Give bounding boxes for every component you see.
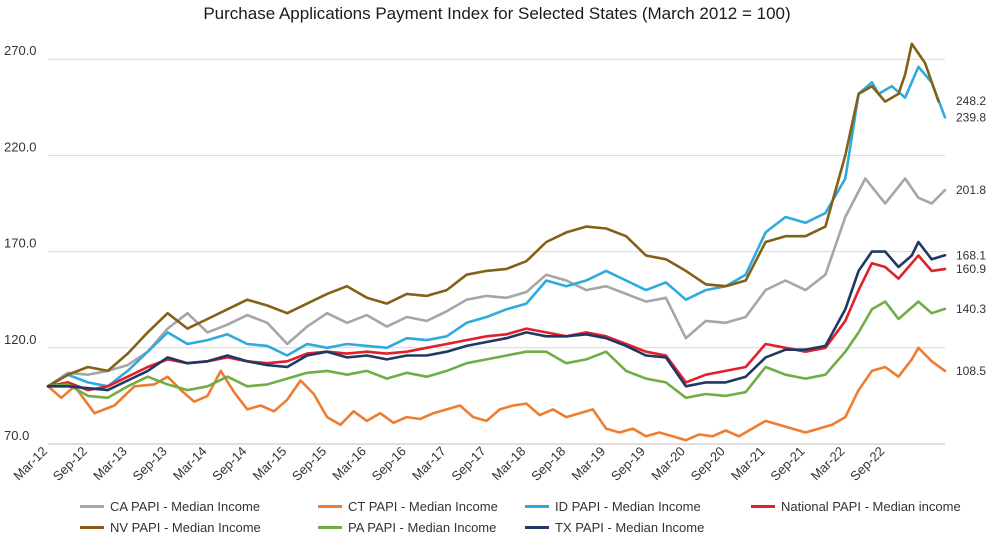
x-tick-label: Sep-17	[448, 444, 488, 484]
legend-label: PA PAPI - Median Income	[348, 520, 497, 535]
legend-label: NV PAPI - Median Income	[110, 520, 261, 535]
legend-label: ID PAPI - Median Income	[555, 499, 701, 514]
series-line-3	[46, 254, 947, 392]
x-tick-label: Sep-14	[209, 444, 249, 484]
y-tick-label: 70.0	[4, 428, 29, 443]
y-tick-label: 170.0	[4, 236, 37, 251]
end-value-label: 160.9	[956, 262, 986, 276]
legend-label: TX PAPI - Median Income	[555, 520, 705, 535]
x-tick-label: Mar-12	[10, 444, 50, 484]
y-tick-label: 120.0	[4, 332, 37, 347]
legend-label: CT PAPI - Median Income	[348, 499, 498, 514]
legend-item: CT PAPI - Median Income	[318, 499, 525, 514]
legend-item: ID PAPI - Median Income	[525, 499, 751, 514]
legend-item: PA PAPI - Median Income	[318, 520, 525, 535]
end-value-label: 140.3	[956, 302, 986, 316]
x-tick-label: Sep-16	[369, 444, 409, 484]
x-tick-label: Sep-12	[50, 444, 90, 484]
x-tick-label: Mar-22	[808, 444, 848, 484]
legend-item: TX PAPI - Median Income	[525, 520, 751, 535]
x-tick-label: Mar-16	[329, 444, 369, 484]
x-tick-label: Mar-18	[489, 444, 529, 484]
x-axis-ticks: Mar-12 Sep-12 Mar-13 Sep-13 Mar-14 Sep-14 Mar-…	[10, 444, 887, 484]
legend: CA PAPI - Median Income CT PAPI - Median …	[80, 499, 961, 535]
legend-swatch	[80, 526, 104, 529]
end-labels: 201.8 108.5 239.8 160.9 248.2 140.3 168.1	[956, 94, 986, 378]
legend-item: National PAPI - Median income	[751, 499, 981, 514]
x-tick-label: Mar-15	[250, 444, 290, 484]
x-tick-label: Sep-20	[688, 444, 728, 484]
series-line-4	[46, 42, 940, 388]
end-value-label: 108.5	[956, 364, 986, 378]
series-line-1	[46, 346, 947, 442]
x-tick-label: Mar-13	[90, 444, 130, 484]
legend-swatch	[525, 526, 549, 529]
gridlines	[48, 58, 945, 445]
series-line-2	[46, 65, 947, 388]
legend-label: CA PAPI - Median Income	[110, 499, 261, 514]
x-tick-label: Sep-15	[289, 444, 329, 484]
legend-label: National PAPI - Median income	[781, 499, 961, 514]
series-lines	[46, 42, 947, 442]
y-axis-ticks: 70.0 120.0 170.0 220.0 270.0	[4, 43, 37, 443]
legend-item: CA PAPI - Median Income	[80, 499, 318, 514]
x-tick-label: Mar-14	[170, 444, 210, 484]
y-tick-label: 270.0	[4, 43, 37, 58]
x-tick-label: Mar-21	[728, 444, 768, 484]
legend-swatch	[318, 505, 342, 508]
x-tick-label: Sep-22	[847, 444, 887, 484]
x-tick-label: Sep-19	[608, 444, 648, 484]
x-tick-label: Mar-19	[569, 444, 609, 484]
legend-swatch	[318, 526, 342, 529]
y-tick-label: 220.0	[4, 139, 37, 154]
end-value-label: 239.8	[956, 110, 986, 124]
end-value-label: 201.8	[956, 183, 986, 197]
series-line-6	[46, 240, 947, 392]
x-tick-label: Sep-13	[129, 444, 169, 484]
x-tick-label: Mar-17	[409, 444, 449, 484]
x-tick-label: Mar-20	[648, 444, 688, 484]
legend-item: NV PAPI - Median Income	[80, 520, 318, 535]
end-value-label: 248.2	[956, 94, 986, 108]
series-line-0	[46, 177, 947, 388]
x-tick-label: Sep-18	[528, 444, 568, 484]
legend-swatch	[525, 505, 549, 508]
chart-title: Purchase Applications Payment Index for …	[203, 4, 791, 23]
series-line-5	[46, 300, 947, 400]
end-value-label: 168.1	[956, 248, 986, 262]
legend-swatch	[751, 505, 775, 508]
x-tick-label: Sep-21	[767, 444, 807, 484]
legend-swatch	[80, 505, 104, 508]
